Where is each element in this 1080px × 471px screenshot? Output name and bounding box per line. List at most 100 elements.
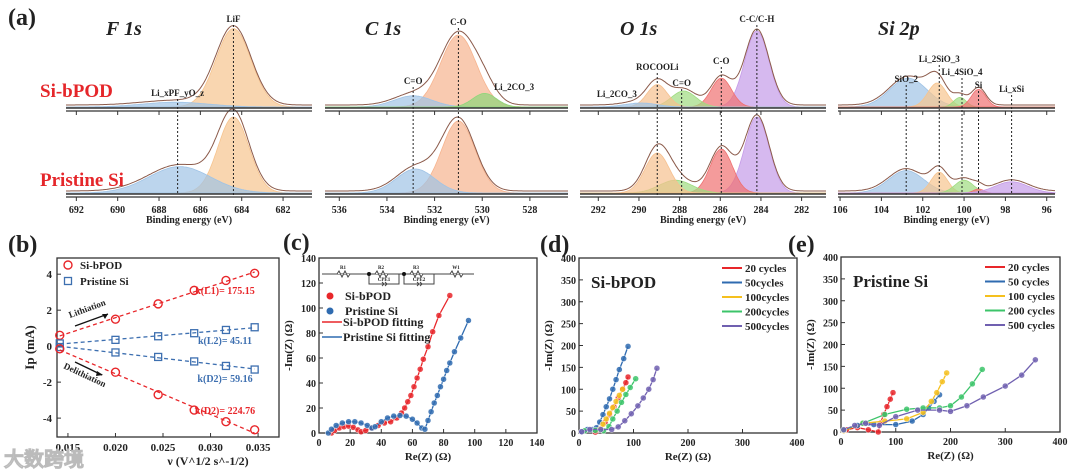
y-tick-label: 300	[561, 298, 576, 309]
x-tick-label: 106	[833, 205, 848, 216]
fit-line	[843, 369, 983, 431]
data-point	[443, 367, 450, 374]
data-point	[597, 426, 605, 433]
data-point	[221, 325, 231, 335]
peak-label: C=O	[404, 76, 423, 86]
x-tick-label: 300	[735, 438, 750, 449]
data-point	[409, 416, 416, 423]
data-point	[928, 398, 935, 405]
data-point	[421, 426, 429, 433]
peak-label: Li_xPF_yO_z	[151, 88, 204, 98]
data-point	[592, 427, 599, 434]
legend-marker	[326, 307, 334, 315]
y-tick-label: 100	[823, 384, 838, 395]
data-point	[606, 395, 613, 403]
x-tick-label: 100	[888, 437, 903, 448]
data-point	[634, 402, 642, 410]
plot-title: Pristine Si	[853, 272, 928, 291]
panel-letter-d: (d)	[540, 232, 569, 258]
data-point	[645, 386, 653, 393]
legend-marker	[326, 292, 334, 300]
circuit-node	[402, 272, 406, 276]
data-point	[410, 383, 418, 390]
data-point	[451, 348, 458, 355]
y-axis-title: -Im(Z) (Ω)	[543, 320, 555, 371]
data-point	[649, 376, 657, 383]
data-point	[465, 317, 472, 324]
data-point	[1002, 382, 1009, 390]
data-point	[413, 419, 421, 427]
data-point	[55, 344, 65, 354]
x-axis-title: Binding energy (eV)	[903, 215, 989, 226]
x-tick-label: 100	[626, 438, 641, 449]
legend-label: Si-bPOD fitting	[343, 315, 423, 329]
x-tick-label: 400	[790, 438, 805, 449]
data-point	[446, 292, 454, 299]
x-tick-label: 200	[943, 437, 958, 448]
x-tick-label: 530	[475, 205, 490, 216]
legend-label: 500 cycles	[1008, 320, 1055, 332]
x-tick-label: 534	[379, 205, 394, 216]
peak-label: Li_2CO_3	[597, 89, 638, 99]
peak-label: C-O	[450, 17, 467, 27]
circuit-label: CPE1	[378, 278, 391, 283]
data-point	[622, 379, 630, 386]
legend-label: 50 cycles	[1008, 277, 1050, 289]
peak-label: C=O	[672, 78, 691, 88]
sample-label-si-bpod: Si-bPOD	[40, 81, 113, 102]
x-tick-label: 102	[915, 205, 930, 216]
xps-envelope-top	[580, 28, 826, 106]
data-point	[404, 398, 412, 405]
x-tick-label: 98	[1000, 205, 1010, 216]
data-point	[378, 418, 385, 425]
data-point	[851, 422, 858, 429]
panel-letter-e: (e)	[788, 232, 815, 258]
x-tick-label: 80	[439, 438, 449, 449]
data-point	[958, 393, 965, 401]
data-point	[840, 426, 847, 434]
xps-peak-top	[66, 101, 312, 108]
data-point	[371, 423, 379, 430]
watermark: 大数跨境	[4, 447, 84, 471]
data-point	[190, 329, 199, 338]
data-point	[883, 403, 891, 410]
x-tick-label: 682	[276, 205, 291, 216]
y-tick-label: 50	[566, 407, 576, 418]
legend-label: Pristine Si fitting	[343, 330, 430, 344]
data-point	[1018, 371, 1025, 379]
x-tick-label: 200	[681, 438, 696, 449]
data-point	[865, 426, 872, 434]
x-tick-label: 684	[234, 205, 249, 216]
peak-label: SiO_2	[894, 74, 918, 84]
data-point	[603, 403, 610, 410]
xps-peak-bottom	[580, 148, 826, 194]
x-tick-label: 292	[591, 205, 606, 216]
y-axis-title: Ip (mA)	[22, 325, 37, 369]
y-tick-label: 120	[301, 279, 316, 290]
legend-label: Pristine Si	[80, 276, 129, 288]
panel-letter-c: (c)	[283, 230, 310, 256]
data-point	[903, 406, 910, 413]
data-point	[653, 365, 661, 372]
y-tick-label: 300	[823, 297, 838, 308]
data-point	[947, 402, 954, 409]
y-tick-label: -4	[43, 413, 53, 425]
x-tick-label: 400	[1053, 437, 1068, 448]
x-tick-label: 0	[839, 437, 844, 448]
x-tick-label: 532	[427, 205, 442, 216]
data-point	[892, 413, 899, 420]
x-tick-label: 0	[577, 438, 582, 449]
data-point	[622, 391, 630, 398]
x-tick-label: 0.025	[151, 442, 176, 454]
data-point	[154, 332, 163, 341]
data-point	[384, 414, 391, 422]
data-point	[110, 314, 121, 324]
data-point	[609, 386, 617, 393]
xps-peak-bottom	[325, 168, 568, 194]
data-point	[616, 392, 623, 399]
slope-label: k(L1)= 175.15	[195, 286, 255, 297]
data-point	[626, 384, 634, 391]
x-tick-label: 686	[193, 205, 208, 216]
x-tick-label: 284	[753, 205, 768, 216]
data-point	[416, 366, 424, 373]
